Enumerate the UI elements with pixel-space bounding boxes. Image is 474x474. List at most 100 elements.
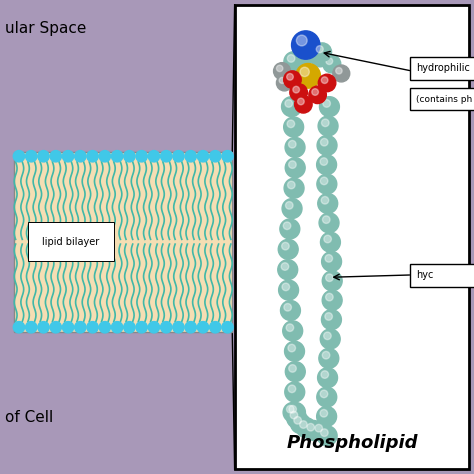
Circle shape bbox=[310, 47, 330, 67]
Circle shape bbox=[136, 151, 147, 162]
Circle shape bbox=[161, 151, 172, 162]
Circle shape bbox=[87, 151, 98, 162]
Circle shape bbox=[63, 151, 74, 162]
Circle shape bbox=[197, 321, 209, 333]
Circle shape bbox=[210, 151, 221, 162]
Circle shape bbox=[287, 408, 307, 428]
Circle shape bbox=[326, 58, 333, 64]
Circle shape bbox=[311, 421, 331, 441]
Circle shape bbox=[317, 155, 337, 175]
Text: (contains ph: (contains ph bbox=[416, 95, 472, 103]
Circle shape bbox=[321, 310, 341, 329]
Circle shape bbox=[197, 151, 209, 162]
Circle shape bbox=[282, 199, 302, 219]
Circle shape bbox=[280, 219, 300, 239]
Circle shape bbox=[278, 239, 298, 259]
Circle shape bbox=[276, 65, 283, 72]
Circle shape bbox=[185, 151, 196, 162]
Circle shape bbox=[279, 77, 285, 83]
Circle shape bbox=[325, 255, 333, 262]
Circle shape bbox=[276, 75, 292, 91]
Circle shape bbox=[319, 213, 339, 233]
Text: hyc: hyc bbox=[416, 270, 433, 280]
Circle shape bbox=[26, 321, 37, 333]
Circle shape bbox=[50, 151, 62, 162]
Bar bbox=[235, 5, 469, 469]
Circle shape bbox=[291, 414, 310, 434]
Circle shape bbox=[13, 151, 25, 162]
Circle shape bbox=[279, 280, 299, 300]
Circle shape bbox=[284, 341, 304, 361]
Circle shape bbox=[320, 232, 340, 252]
Circle shape bbox=[26, 151, 37, 162]
Circle shape bbox=[289, 140, 296, 148]
Circle shape bbox=[185, 321, 196, 333]
Circle shape bbox=[303, 420, 323, 440]
Circle shape bbox=[290, 411, 298, 419]
Circle shape bbox=[284, 117, 304, 137]
Circle shape bbox=[317, 407, 337, 427]
Circle shape bbox=[317, 174, 337, 194]
Circle shape bbox=[281, 301, 301, 320]
Circle shape bbox=[326, 293, 333, 301]
Circle shape bbox=[322, 252, 342, 272]
Circle shape bbox=[287, 73, 293, 80]
Circle shape bbox=[307, 423, 314, 431]
Circle shape bbox=[289, 365, 296, 372]
Circle shape bbox=[322, 216, 330, 223]
Circle shape bbox=[285, 100, 292, 107]
Circle shape bbox=[38, 151, 49, 162]
Circle shape bbox=[295, 96, 312, 113]
Circle shape bbox=[284, 52, 304, 72]
Circle shape bbox=[292, 31, 320, 59]
Circle shape bbox=[148, 321, 160, 333]
Circle shape bbox=[63, 321, 74, 333]
Circle shape bbox=[111, 321, 123, 333]
Circle shape bbox=[285, 201, 293, 209]
Circle shape bbox=[319, 348, 339, 368]
Circle shape bbox=[318, 193, 337, 213]
Circle shape bbox=[287, 120, 295, 128]
Text: ular Space: ular Space bbox=[5, 21, 86, 36]
Circle shape bbox=[323, 55, 341, 73]
Circle shape bbox=[289, 161, 296, 168]
Circle shape bbox=[326, 274, 333, 282]
Circle shape bbox=[320, 410, 328, 417]
FancyBboxPatch shape bbox=[410, 264, 474, 287]
Circle shape bbox=[288, 181, 295, 189]
Circle shape bbox=[315, 424, 322, 432]
Circle shape bbox=[322, 351, 330, 359]
Circle shape bbox=[325, 313, 332, 320]
Circle shape bbox=[296, 418, 316, 438]
Circle shape bbox=[313, 50, 321, 57]
Circle shape bbox=[336, 68, 342, 74]
Circle shape bbox=[283, 321, 302, 341]
Circle shape bbox=[284, 178, 304, 198]
Circle shape bbox=[285, 362, 305, 382]
Circle shape bbox=[222, 321, 233, 333]
FancyBboxPatch shape bbox=[410, 57, 474, 80]
Circle shape bbox=[74, 321, 86, 333]
Text: Phospholipid: Phospholipid bbox=[286, 434, 418, 452]
Circle shape bbox=[210, 321, 221, 333]
Circle shape bbox=[124, 321, 135, 333]
Circle shape bbox=[321, 119, 329, 127]
Circle shape bbox=[323, 100, 330, 107]
Circle shape bbox=[222, 151, 233, 162]
Circle shape bbox=[321, 371, 328, 378]
Circle shape bbox=[284, 303, 292, 311]
Circle shape bbox=[285, 382, 305, 402]
Circle shape bbox=[13, 321, 25, 333]
Circle shape bbox=[299, 47, 307, 55]
Circle shape bbox=[87, 321, 98, 333]
Circle shape bbox=[322, 271, 342, 291]
Circle shape bbox=[286, 405, 294, 413]
Text: lipid bilayer: lipid bilayer bbox=[43, 237, 100, 247]
Circle shape bbox=[333, 65, 350, 82]
Circle shape bbox=[320, 429, 328, 437]
Circle shape bbox=[313, 43, 332, 62]
Circle shape bbox=[161, 321, 172, 333]
Circle shape bbox=[296, 45, 316, 64]
Circle shape bbox=[321, 77, 328, 83]
FancyBboxPatch shape bbox=[410, 88, 474, 110]
